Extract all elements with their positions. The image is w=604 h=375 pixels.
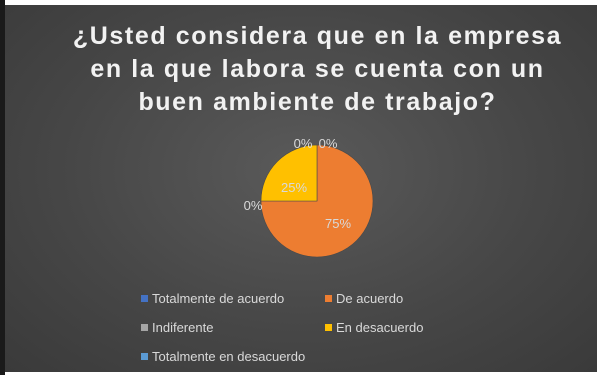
legend-item-indiferente: Indiferente [141, 320, 213, 335]
chart-title: ¿Usted considera que en la empresa en la… [40, 20, 595, 119]
chart-title-line-3: buen ambiente de trabajo? [138, 88, 497, 116]
data-label-totalmente-de-acuerdo: 0% [294, 136, 313, 151]
chart-title-line-2: en la que labora se cuenta con un [90, 55, 545, 83]
legend-item-totalmente-en-desacuerdo: Totalmente en desacuerdo [141, 349, 305, 364]
legend-swatch [141, 324, 148, 331]
legend-item-totalmente-de-acuerdo: Totalmente de acuerdo [141, 291, 284, 306]
legend-label: Totalmente de acuerdo [152, 291, 285, 306]
pie-slice-en-desacuerdo [260, 144, 318, 202]
legend-item-en-desacuerdo: En desacuerdo [325, 320, 423, 335]
legend-swatch [141, 295, 148, 302]
legend-item-de-acuerdo: De acuerdo [325, 291, 403, 306]
legend-label: Indiferente [152, 320, 214, 335]
data-label-en-desacuerdo: 25% [281, 180, 307, 195]
left-edge-border [0, 0, 5, 375]
legend-label: Totalmente en desacuerdo [152, 349, 306, 364]
legend-label: En desacuerdo [336, 320, 424, 335]
data-label-indiferente: 0% [319, 136, 338, 151]
legend-swatch [141, 353, 148, 360]
pie-slice-de-acuerdo [260, 144, 374, 258]
data-label-de-acuerdo: 75% [325, 216, 351, 231]
data-label-totalmente-en-desacuerdo: 0% [244, 198, 263, 213]
chart-title-line-1: ¿Usted considera que en la empresa [72, 22, 563, 50]
legend-label: De acuerdo [336, 291, 404, 306]
legend-swatch [325, 295, 332, 302]
legend-swatch [325, 324, 332, 331]
